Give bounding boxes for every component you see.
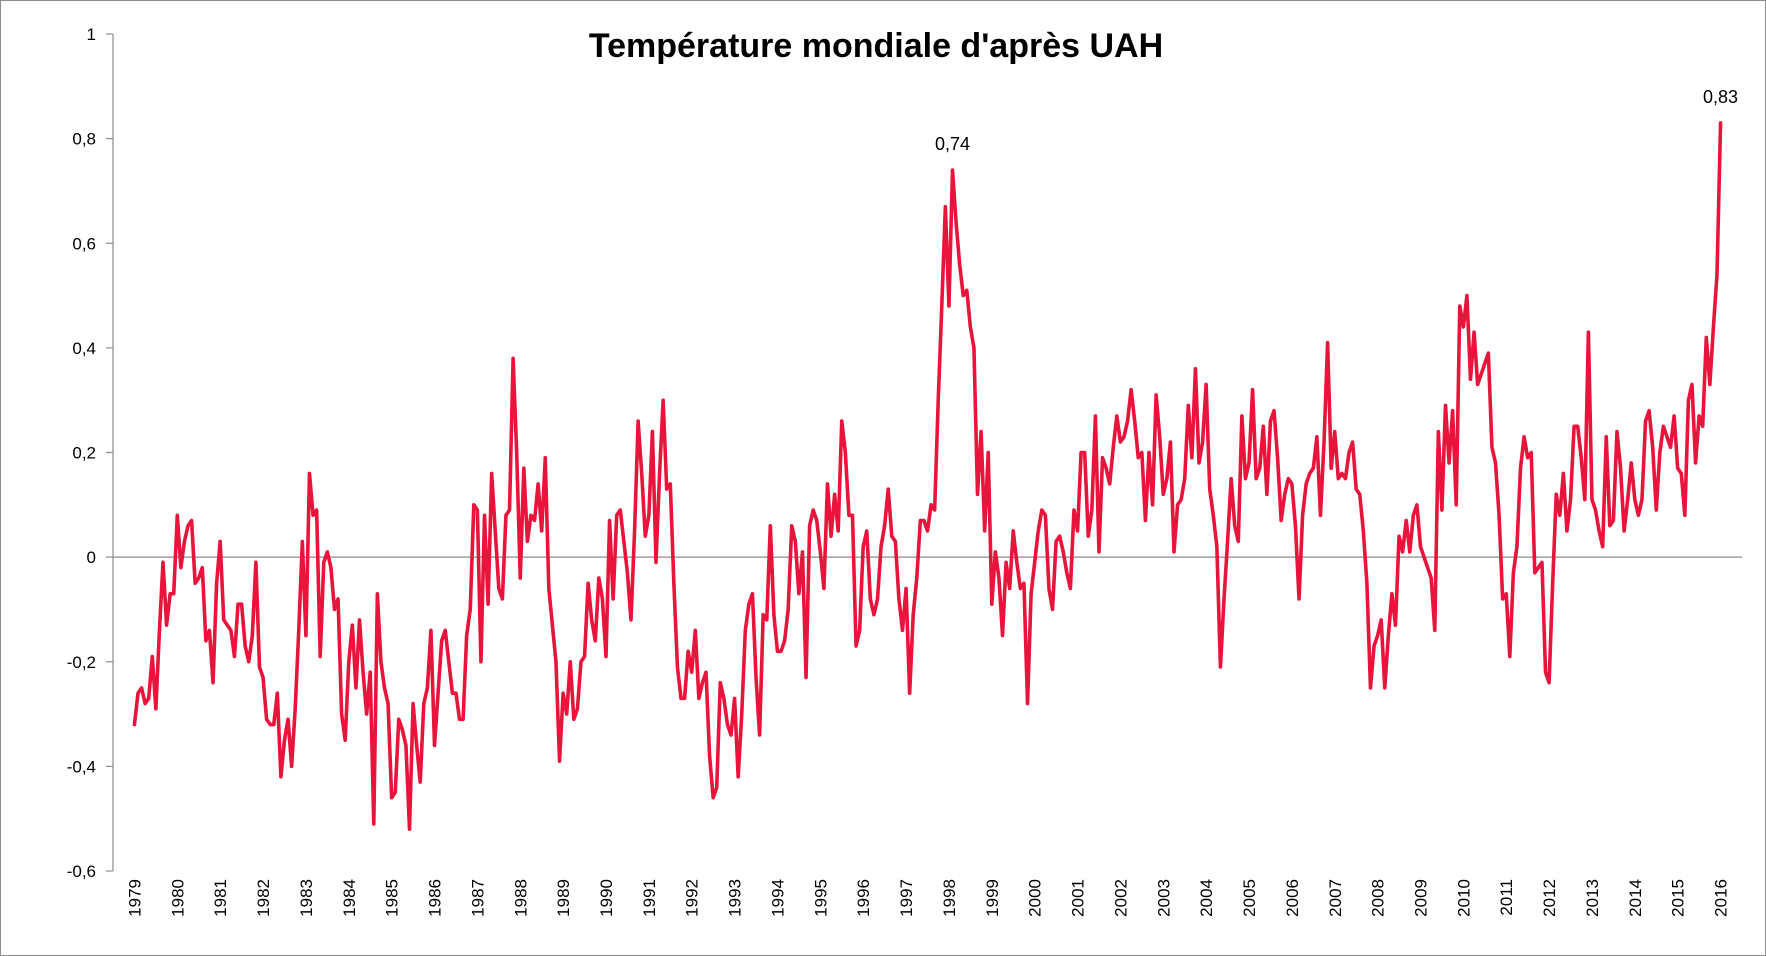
x-tick-label: 1993 xyxy=(726,879,745,917)
x-tick-label: 1995 xyxy=(811,879,830,917)
x-tick-label: 1990 xyxy=(597,879,616,917)
annotations: 0,74 0,83 xyxy=(935,87,1738,154)
x-tick-label: 1984 xyxy=(340,879,359,917)
x-tick-label: 1998 xyxy=(940,879,959,917)
x-tick-label: 2008 xyxy=(1369,879,1388,917)
x-tick-label: 2006 xyxy=(1283,879,1302,917)
x-tick-label: 1986 xyxy=(426,879,445,917)
x-tick-label: 2013 xyxy=(1583,879,1602,917)
x-tick-label: 2012 xyxy=(1540,879,1559,917)
x-tick-label: 2000 xyxy=(1026,879,1045,917)
x-tick-label: 1991 xyxy=(640,879,659,917)
series-line xyxy=(132,121,1723,831)
x-tick-label: 1981 xyxy=(211,879,230,917)
x-tick-label: 1979 xyxy=(125,879,144,917)
x-tick-label: 2003 xyxy=(1154,879,1173,917)
x-tick-label: 2016 xyxy=(1712,879,1731,917)
series-group xyxy=(132,121,1723,831)
x-tick-label: 2005 xyxy=(1240,879,1259,917)
x-tick-label: 2014 xyxy=(1626,879,1645,917)
x-tick-label: 1983 xyxy=(297,879,316,917)
y-tick-label: 0 xyxy=(87,548,96,567)
x-tick-label: 1996 xyxy=(854,879,873,917)
x-tick-label: 1988 xyxy=(511,879,530,917)
y-tick-label: 0,4 xyxy=(72,339,96,358)
y-tick-label: 0,6 xyxy=(72,234,96,253)
x-tick-label: 2001 xyxy=(1069,879,1088,917)
x-tick-label: 2015 xyxy=(1669,879,1688,917)
chart-title: Température mondiale d'après UAH xyxy=(589,27,1163,65)
x-tick-label: 2007 xyxy=(1326,879,1345,917)
x-tick-label: 1994 xyxy=(768,879,787,917)
y-tick-label: 0,8 xyxy=(72,130,96,149)
x-axis: 1979 1980 1981 1982 1983 1984 1985 1986 1987 1988… xyxy=(113,556,1742,917)
x-tick-label: 1987 xyxy=(468,879,487,917)
x-tick-label: 2004 xyxy=(1197,879,1216,917)
x-tick-label: 2009 xyxy=(1411,879,1430,917)
x-tick-label: 1982 xyxy=(254,879,273,917)
peak-annotation: 0,74 xyxy=(935,134,970,154)
y-tick-label: -0,2 xyxy=(67,653,96,672)
y-tick-label: -0,6 xyxy=(67,862,96,881)
y-axis: 1 0,8 0,6 0,4 0,2 0 -0,2 -0,4 -0,6 xyxy=(67,25,114,881)
x-tick-label: 2002 xyxy=(1111,879,1130,917)
y-tick-label: 1 xyxy=(87,25,96,44)
x-tick-label: 1989 xyxy=(554,879,573,917)
x-tick-label: 1992 xyxy=(683,879,702,917)
peak-annotation: 0,83 xyxy=(1703,87,1738,107)
x-tick-label: 2011 xyxy=(1497,879,1516,916)
x-tick-label: 1997 xyxy=(897,879,916,917)
x-tick-label: 1980 xyxy=(168,879,187,917)
x-tick-label: 2010 xyxy=(1454,879,1473,917)
y-tick-label: -0,4 xyxy=(67,757,96,776)
x-tick-label: 1999 xyxy=(983,879,1002,917)
x-tick-label: 1985 xyxy=(383,879,402,917)
y-tick-label: 0,2 xyxy=(72,444,96,463)
